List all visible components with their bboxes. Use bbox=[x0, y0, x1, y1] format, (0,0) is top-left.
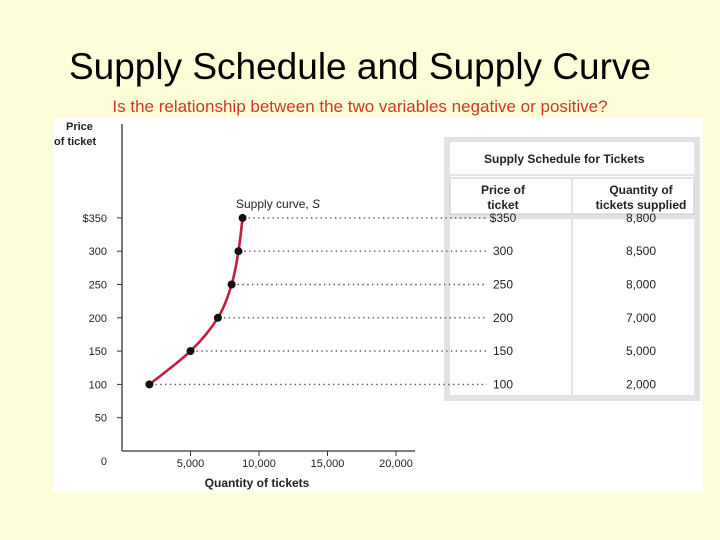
slide-subtitle: Is the relationship between the two vari… bbox=[112, 97, 608, 116]
schedule-table-header-quantity: Quantity of tickets supplied bbox=[596, 183, 687, 212]
y-tick-label: 250 bbox=[89, 280, 107, 292]
supply-point bbox=[227, 280, 236, 289]
schedule-table-title: Supply Schedule for Tickets bbox=[484, 152, 645, 166]
y-tick-label: 150 bbox=[89, 346, 107, 358]
schedule-quantity-cell: 8,800 bbox=[626, 211, 656, 225]
figure-panel: Supply Schedule for Tickets Price of ticke… bbox=[53, 118, 703, 492]
y-tick-label: 0 bbox=[101, 456, 107, 468]
x-tick-label: 15,000 bbox=[311, 458, 345, 470]
schedule-price-cell: 300 bbox=[493, 244, 513, 258]
supply-point bbox=[186, 347, 195, 356]
y-tick-label: 100 bbox=[89, 379, 107, 391]
x-tick-label: 20,000 bbox=[379, 458, 413, 470]
supply-point bbox=[145, 380, 154, 389]
schedule-quantity-cell: 2,000 bbox=[626, 377, 656, 391]
y-tick-label: 300 bbox=[89, 246, 107, 258]
x-axis-label: Quantity of tickets bbox=[205, 476, 310, 490]
schedule-price-cell: 150 bbox=[493, 344, 513, 358]
schedule-quantity-cell: 8,000 bbox=[626, 278, 656, 292]
supply-point bbox=[213, 313, 222, 322]
y-tick-label: 50 bbox=[95, 413, 107, 425]
schedule-price-cell: 250 bbox=[493, 278, 513, 292]
slide-title: Supply Schedule and Supply Curve bbox=[68, 46, 652, 87]
schedule-table-header-price: Price of ticket bbox=[481, 183, 526, 212]
schedule-price-cell: $350 bbox=[490, 211, 517, 225]
schedule-price-cell: 100 bbox=[493, 377, 513, 391]
schedule-quantity-cell: 7,000 bbox=[626, 311, 656, 325]
schedule-price-cell: 200 bbox=[493, 311, 513, 325]
supply-point bbox=[238, 213, 247, 222]
supply-point bbox=[234, 247, 243, 256]
supply-curve-label: Supply curve, S bbox=[236, 197, 320, 211]
y-tick-label: 200 bbox=[89, 313, 107, 325]
x-tick-label: 5,000 bbox=[177, 458, 205, 470]
y-axis-label: Price of ticket bbox=[54, 121, 97, 148]
y-tick-label: $350 bbox=[83, 213, 107, 225]
supply-chart: Supply Schedule for Tickets Price of ticke… bbox=[54, 121, 700, 490]
schedule-quantity-cell: 5,000 bbox=[626, 344, 656, 358]
supply-curve bbox=[148, 217, 244, 386]
schedule-quantity-cell: 8,500 bbox=[626, 244, 656, 258]
x-tick-label: 10,000 bbox=[242, 458, 276, 470]
